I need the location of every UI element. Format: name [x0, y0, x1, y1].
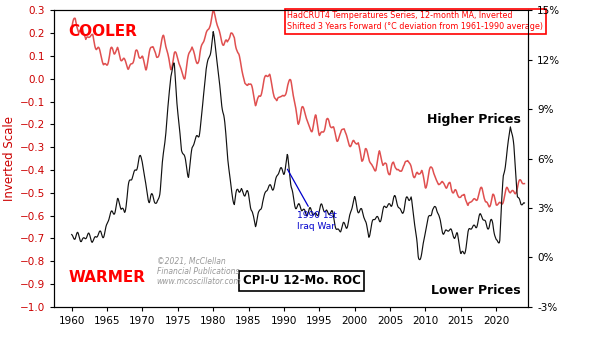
Text: COOLER: COOLER [68, 24, 137, 39]
Text: 1990 1st
Iraq War: 1990 1st Iraq War [287, 169, 337, 231]
Text: Higher Prices: Higher Prices [427, 113, 521, 126]
Text: Lower Prices: Lower Prices [431, 284, 521, 297]
Y-axis label: Inverted Scale: Inverted Scale [2, 116, 16, 201]
Text: WARMER: WARMER [68, 270, 145, 285]
Text: ©2021, McClellan
Financial Publications
www.mcoscillator.com: ©2021, McClellan Financial Publications … [157, 257, 241, 286]
Text: CPI-U 12-Mo. ROC: CPI-U 12-Mo. ROC [242, 274, 361, 287]
Text: HadCRUT4 Temperatures Series, 12-month MA, Inverted
Shifted 3 Years Forward (°C : HadCRUT4 Temperatures Series, 12-month M… [287, 11, 544, 31]
